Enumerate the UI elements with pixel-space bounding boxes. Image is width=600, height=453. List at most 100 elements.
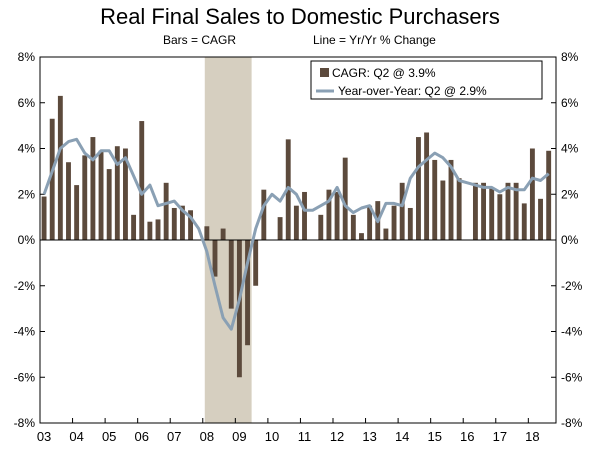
x-tick-label: 12 [330, 429, 344, 444]
bar [139, 121, 145, 240]
chart-subtitle-bars: Bars = CAGR [163, 33, 237, 47]
y-tick-label-left: -6% [14, 370, 36, 384]
bar [513, 182, 519, 240]
x-tick-label: 07 [167, 429, 181, 444]
y-tick-label-right: 8% [561, 50, 579, 64]
x-tick-label: 17 [493, 429, 507, 444]
bar [114, 146, 120, 240]
bar [131, 214, 137, 240]
bar [293, 205, 299, 240]
x-tick-label: 04 [69, 429, 83, 444]
bar [318, 214, 324, 240]
bar [472, 182, 478, 240]
y-tick-label-left: 2% [18, 187, 36, 201]
bar [106, 169, 112, 240]
y-tick-label-right: 2% [561, 187, 579, 201]
x-tick-label: 11 [298, 429, 312, 444]
bar [326, 189, 332, 240]
y-tick-label-left: -4% [14, 325, 36, 339]
y-tick-label-right: -2% [561, 279, 583, 293]
bar [302, 191, 307, 240]
bar [123, 148, 128, 240]
bar [521, 203, 527, 240]
bar [228, 240, 234, 309]
bar [399, 182, 405, 240]
bar [49, 118, 55, 240]
bar [66, 162, 71, 240]
bar [147, 221, 153, 240]
legend-bar-label: CAGR: Q2 @ 3.9% [332, 66, 436, 80]
y-tick-label-right: -8% [561, 416, 583, 430]
bar [57, 95, 63, 240]
bar [391, 205, 397, 240]
bar [448, 159, 454, 240]
bar [74, 185, 80, 240]
y-tick-label-right: 4% [561, 142, 579, 156]
bar [163, 182, 169, 240]
bar [82, 155, 88, 240]
bar [529, 148, 535, 240]
bar [220, 228, 226, 240]
y-tick-label-left: 0% [18, 233, 36, 247]
chart-title: Real Final Sales to Domestic Purchasers [100, 4, 500, 29]
bar [212, 240, 218, 277]
bar [489, 187, 495, 240]
bar [456, 178, 462, 240]
bar [481, 182, 487, 240]
y-tick-label-left: -8% [14, 416, 36, 430]
y-tick-label-right: 6% [561, 96, 579, 110]
bar [236, 240, 242, 378]
bar [440, 180, 446, 240]
bar [407, 207, 413, 240]
y-tick-label-left: 8% [18, 50, 36, 64]
bar [179, 205, 185, 240]
bar [155, 219, 161, 240]
bar [98, 150, 104, 240]
y-tick-label-right: -6% [561, 370, 583, 384]
bar [342, 157, 348, 240]
bar [277, 217, 283, 240]
bar [245, 240, 250, 346]
x-tick-label: 06 [135, 429, 149, 444]
y-tick-label-left: 4% [18, 142, 36, 156]
x-tick-label: 03 [37, 429, 51, 444]
bar [359, 233, 364, 240]
bar [367, 205, 373, 240]
legend-line-label: Year-over-Year: Q2 @ 2.9% [338, 84, 487, 98]
bar [432, 159, 438, 240]
x-tick-label: 08 [200, 429, 214, 444]
chart-subtitle-line: Line = Yr/Yr % Change [313, 33, 436, 47]
bar [334, 191, 340, 240]
y-tick-label-right: -4% [561, 325, 583, 339]
x-tick-label: 18 [525, 429, 539, 444]
y-tick-label-left: -2% [14, 279, 36, 293]
bar [505, 182, 511, 240]
bar [90, 137, 96, 240]
y-tick-label-right: 0% [561, 233, 579, 247]
bar [188, 210, 194, 240]
bar [41, 196, 47, 240]
bar [416, 137, 421, 240]
bar [538, 198, 543, 240]
y-tick-label-left: 6% [18, 96, 36, 110]
x-tick-label: 15 [427, 429, 441, 444]
bar [171, 207, 177, 240]
yoy-line [42, 137, 550, 331]
bar [497, 194, 503, 240]
x-tick-label: 13 [362, 429, 376, 444]
legend-bar-swatch [320, 68, 329, 77]
x-tick-label: 14 [395, 429, 409, 444]
bar [261, 189, 267, 240]
x-tick-label: 09 [232, 429, 246, 444]
x-tick-label: 10 [265, 429, 279, 444]
legend-box [310, 60, 543, 100]
bar [383, 228, 389, 240]
x-tick-label: 05 [102, 429, 116, 444]
x-tick-label: 16 [460, 429, 474, 444]
bar [350, 214, 356, 240]
bar [546, 150, 552, 240]
bar [204, 226, 210, 240]
bar [424, 132, 430, 240]
